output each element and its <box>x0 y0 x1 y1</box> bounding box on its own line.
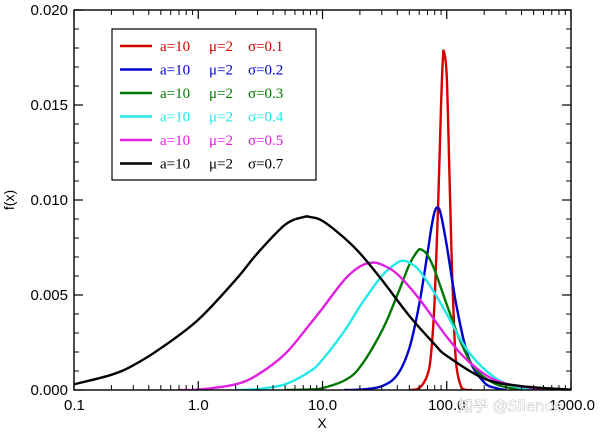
y-tick-label: 0.015 <box>30 97 68 114</box>
x-tick-label: 100.0 <box>428 397 466 414</box>
legend-label-sigma: σ=0.3 <box>248 86 283 102</box>
legend-label-a: a=10 <box>160 133 190 149</box>
legend-label-a: a=10 <box>160 63 190 79</box>
series-line-3 <box>235 259 544 390</box>
series-line-2 <box>285 247 522 390</box>
y-tick-label: 0.020 <box>30 2 68 19</box>
legend-label-mu: μ=2 <box>209 133 233 149</box>
y-axis-label: f(x) <box>1 190 17 210</box>
y-tick-label: 0.005 <box>30 287 68 304</box>
legend-label-a: a=10 <box>160 110 190 126</box>
legend: a=10 μ=2 σ=0.1 a=10 μ=2 σ=0.2 a=10 μ=2 σ=0.3 a=10… <box>111 28 317 181</box>
legend-label-sigma: σ=0.4 <box>248 110 284 126</box>
watermark-text: 知乎 @Silence <box>458 397 562 415</box>
legend-label-sigma: σ=0.1 <box>248 39 283 55</box>
legend-label-a: a=10 <box>160 86 190 102</box>
y-tick-label: 0.010 <box>30 192 68 209</box>
x-tick-label: 0.1 <box>64 397 85 414</box>
legend-label-sigma: σ=0.2 <box>248 63 283 79</box>
legend-label-mu: μ=2 <box>209 157 233 173</box>
legend-label-a: a=10 <box>160 157 190 173</box>
series-line-5 <box>74 215 571 390</box>
x-tick-label: 1.0 <box>188 397 209 414</box>
series-line-0 <box>409 49 473 390</box>
x-tick-label: 1000.0 <box>549 397 595 414</box>
legend-label-mu: μ=2 <box>209 63 233 79</box>
legend-label-sigma: σ=0.5 <box>248 133 283 149</box>
legend-label-mu: μ=2 <box>209 39 233 55</box>
legend-box <box>111 28 317 181</box>
y-tick-label: 0.000 <box>30 382 68 399</box>
ticks-layer <box>73 9 572 391</box>
series-layer <box>74 49 571 390</box>
x-tick-label: 10.0 <box>308 397 337 414</box>
legend-label-mu: μ=2 <box>209 86 233 102</box>
legend-label-sigma: σ=0.7 <box>248 157 284 173</box>
x-axis-label: X <box>317 415 327 431</box>
tick-labels: 0.000 0.005 0.010 0.015 0.020 0.1 1.0 10.0 100.0… <box>30 2 595 414</box>
series-line-4 <box>178 261 571 390</box>
legend-label-a: a=10 <box>160 39 190 55</box>
series-line-1 <box>344 206 507 390</box>
legend-label-mu: μ=2 <box>209 110 233 126</box>
